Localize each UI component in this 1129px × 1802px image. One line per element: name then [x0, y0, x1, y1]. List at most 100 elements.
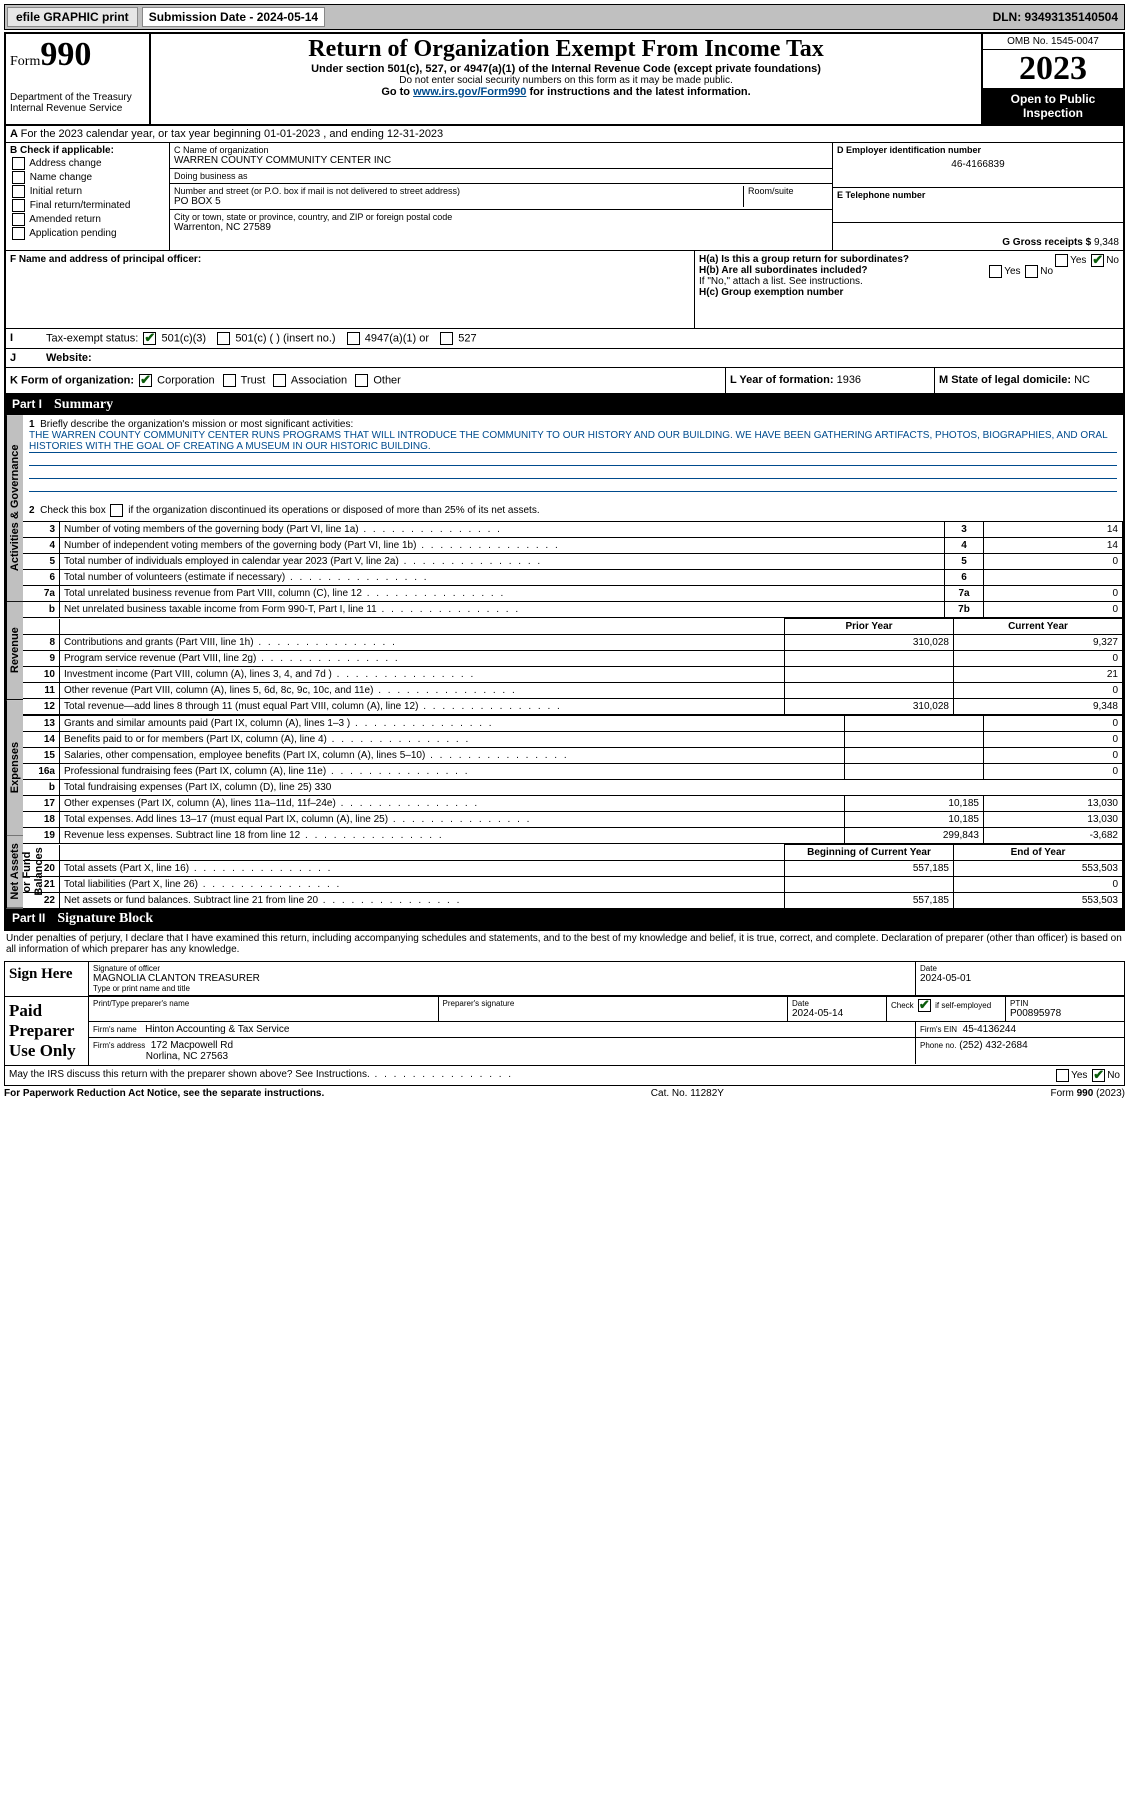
sig-officer-name: MAGNOLIA CLANTON TREASURER	[93, 973, 911, 984]
header-right: OMB No. 1545-0047 2023 Open to Public In…	[981, 34, 1123, 124]
discontinued-checkbox[interactable]	[110, 504, 123, 517]
check-final-return[interactable]: Final return/terminated	[10, 199, 165, 212]
header-left: Form990 Department of the Treasury Inter…	[6, 34, 151, 124]
state-domicile-label: M State of legal domicile:	[939, 374, 1071, 386]
check-name-change[interactable]: Name change	[10, 171, 165, 184]
table-row: 3Number of voting members of the governi…	[23, 522, 1123, 538]
firm-name-value: Hinton Accounting & Tax Service	[145, 1024, 289, 1035]
paperwork-notice: For Paperwork Reduction Act Notice, see …	[4, 1088, 324, 1099]
trust-checkbox[interactable]	[223, 374, 236, 387]
firm-ein-label: Firm's EIN	[920, 1025, 957, 1034]
ein-value: 46-4166839	[837, 155, 1119, 170]
sign-here-label: Sign Here	[5, 962, 89, 996]
table-row: bNet unrelated business taxable income f…	[23, 602, 1123, 618]
section-bcdeg: B Check if applicable: Address change Na…	[6, 143, 1123, 251]
city-value: Warrenton, NC 27589	[174, 222, 828, 233]
527-checkbox[interactable]	[440, 332, 453, 345]
discuss-label: May the IRS discuss this return with the…	[9, 1069, 1054, 1082]
table-row: 11Other revenue (Part VIII, column (A), …	[23, 683, 1123, 699]
mission-text: THE WARREN COUNTY COMMUNITY CENTER RUNS …	[29, 430, 1117, 453]
sig-officer-label: Signature of officer	[93, 964, 911, 973]
part1-body: Activities & Governance Revenue Expenses…	[6, 415, 1123, 909]
association-checkbox[interactable]	[273, 374, 286, 387]
firm-name-label: Firm's name	[93, 1025, 137, 1034]
website-label: Website:	[46, 352, 92, 364]
section-j: J Website:	[6, 349, 1123, 368]
firm-addr2: Norlina, NC 27563	[146, 1051, 228, 1062]
check-address-change[interactable]: Address change	[10, 157, 165, 170]
check-application-pending[interactable]: Application pending	[10, 227, 165, 240]
irs-label: Internal Revenue Service	[10, 103, 145, 114]
sig-type-label: Type or print name and title	[93, 984, 911, 993]
501c-checkbox[interactable]	[217, 332, 230, 345]
gross-receipts-label: G Gross receipts $	[1002, 237, 1091, 248]
form-title: Return of Organization Exempt From Incom…	[157, 36, 975, 63]
self-employed-checkbox[interactable]	[918, 999, 931, 1012]
tab-expenses: Expenses	[6, 700, 23, 836]
other-checkbox[interactable]	[355, 374, 368, 387]
firm-ein-value: 45-4136244	[963, 1024, 1016, 1035]
form-container: Form990 Department of the Treasury Inter…	[4, 32, 1125, 931]
dba-label: Doing business as	[174, 171, 828, 181]
table-row: 19Revenue less expenses. Subtract line 1…	[23, 828, 1123, 844]
check-initial-return[interactable]: Initial return	[10, 185, 165, 198]
org-name-label: C Name of organization	[174, 145, 828, 155]
submission-date-badge: Submission Date - 2024-05-14	[142, 7, 325, 27]
governance-table: 3Number of voting members of the governi…	[23, 521, 1123, 618]
check-amended-return[interactable]: Amended return	[10, 213, 165, 226]
h-b-note: If "No," attach a list. See instructions…	[699, 276, 1119, 287]
mission-blank-1	[29, 453, 1117, 466]
ptin-label: PTIN	[1010, 999, 1120, 1008]
h-b-no-checkbox[interactable]	[1025, 265, 1038, 278]
section-fh: F Name and address of principal officer:…	[6, 251, 1123, 329]
footer-row: For Paperwork Reduction Act Notice, see …	[4, 1086, 1125, 1101]
section-ij: I Tax-exempt status: 501(c)(3) 501(c) ( …	[6, 329, 1123, 349]
firm-addr1: 172 Macpowell Rd	[151, 1040, 233, 1051]
section-h: H(a) Is this a group return for subordin…	[695, 251, 1123, 328]
table-row: 5Total number of individuals employed in…	[23, 554, 1123, 570]
room-label: Room/suite	[748, 186, 828, 196]
tax-year: 2023	[983, 50, 1123, 88]
h-a-no-checkbox[interactable]	[1091, 254, 1104, 267]
top-toolbar: efile GRAPHIC print Submission Date - 20…	[4, 4, 1125, 30]
h-b-label: H(b) Are all subordinates included?	[699, 265, 868, 276]
part1-header: Part I Summary	[6, 395, 1123, 415]
org-name: WARREN COUNTY COMMUNITY CENTER INC	[174, 155, 828, 166]
4947-checkbox[interactable]	[347, 332, 360, 345]
corporation-checkbox[interactable]	[139, 374, 152, 387]
preparer-date-label: Date	[792, 999, 882, 1008]
form-word: Form	[10, 54, 40, 69]
501c3-checkbox[interactable]	[143, 332, 156, 345]
h-b-yes-checkbox[interactable]	[989, 265, 1002, 278]
goto-link[interactable]: Go to www.irs.gov/Form990 for instructio…	[157, 86, 975, 98]
expenses-table: 13Grants and similar amounts paid (Part …	[23, 715, 1123, 844]
gross-receipts-value: 9,348	[1094, 237, 1119, 248]
phone-value: (252) 432-2684	[959, 1040, 1027, 1051]
year-formation-label: L Year of formation:	[730, 374, 834, 386]
form-org-label: K Form of organization:	[10, 374, 134, 386]
table-row: 22Net assets or fund balances. Subtract …	[23, 893, 1123, 909]
table-row: 8Contributions and grants (Part VIII, li…	[23, 635, 1123, 651]
table-row: bTotal fundraising expenses (Part IX, co…	[23, 780, 1123, 796]
dln-label: DLN: 93493135140504	[993, 10, 1122, 24]
street-value: PO BOX 5	[174, 196, 743, 207]
tab-net-assets: Net Assets or Fund Balances	[6, 836, 23, 909]
table-row: 21Total liabilities (Part X, line 26)0	[23, 877, 1123, 893]
phone-label: Phone no.	[920, 1041, 956, 1050]
ssn-note: Do not enter social security numbers on …	[157, 75, 975, 86]
preparer-print-label: Print/Type preparer's name	[93, 999, 434, 1008]
discuss-yes-checkbox[interactable]	[1056, 1069, 1069, 1082]
net-assets-table: Beginning of Current YearEnd of Year20To…	[23, 844, 1123, 909]
ptin-value: P00895978	[1010, 1008, 1120, 1019]
efile-print-button[interactable]: efile GRAPHIC print	[7, 7, 138, 27]
open-to-public: Open to Public Inspection	[983, 88, 1123, 124]
h-a-yes-checkbox[interactable]	[1055, 254, 1068, 267]
section-c: C Name of organization WARREN COUNTY COM…	[170, 143, 833, 250]
perjury-statement: Under penalties of perjury, I declare th…	[4, 931, 1125, 961]
dept-treasury: Department of the Treasury	[10, 92, 145, 103]
table-row: 15Salaries, other compensation, employee…	[23, 748, 1123, 764]
discuss-no-checkbox[interactable]	[1092, 1069, 1105, 1082]
table-row: 20Total assets (Part X, line 16)557,1855…	[23, 861, 1123, 877]
section-b-label: B Check if applicable:	[10, 145, 114, 156]
part2-header: Part II Signature Block	[6, 909, 1123, 929]
